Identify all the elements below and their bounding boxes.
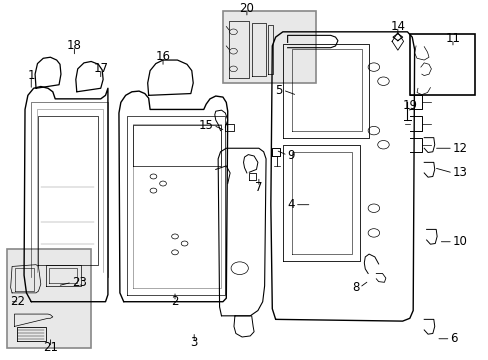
- Text: 16: 16: [155, 50, 170, 63]
- FancyBboxPatch shape: [223, 11, 316, 83]
- Text: 8: 8: [351, 281, 359, 294]
- Text: 23: 23: [72, 276, 87, 289]
- Text: 14: 14: [389, 20, 405, 33]
- FancyBboxPatch shape: [409, 33, 473, 95]
- Text: 6: 6: [449, 332, 457, 345]
- Text: 7: 7: [255, 181, 262, 194]
- Text: 18: 18: [67, 40, 81, 53]
- Text: 17: 17: [93, 62, 108, 75]
- Text: 9: 9: [287, 149, 295, 162]
- Text: 3: 3: [190, 336, 198, 349]
- Text: 5: 5: [275, 84, 282, 96]
- Text: 19: 19: [402, 99, 416, 112]
- Text: 10: 10: [452, 235, 467, 248]
- Text: 22: 22: [10, 295, 24, 308]
- Text: 11: 11: [445, 32, 460, 45]
- Text: 20: 20: [239, 3, 254, 15]
- Text: 4: 4: [287, 198, 294, 211]
- Text: 2: 2: [171, 295, 179, 308]
- Text: 1: 1: [27, 69, 35, 82]
- FancyBboxPatch shape: [7, 249, 91, 348]
- Text: 13: 13: [452, 166, 467, 179]
- Text: 12: 12: [452, 142, 467, 155]
- Text: 15: 15: [198, 119, 213, 132]
- Text: 21: 21: [43, 341, 58, 354]
